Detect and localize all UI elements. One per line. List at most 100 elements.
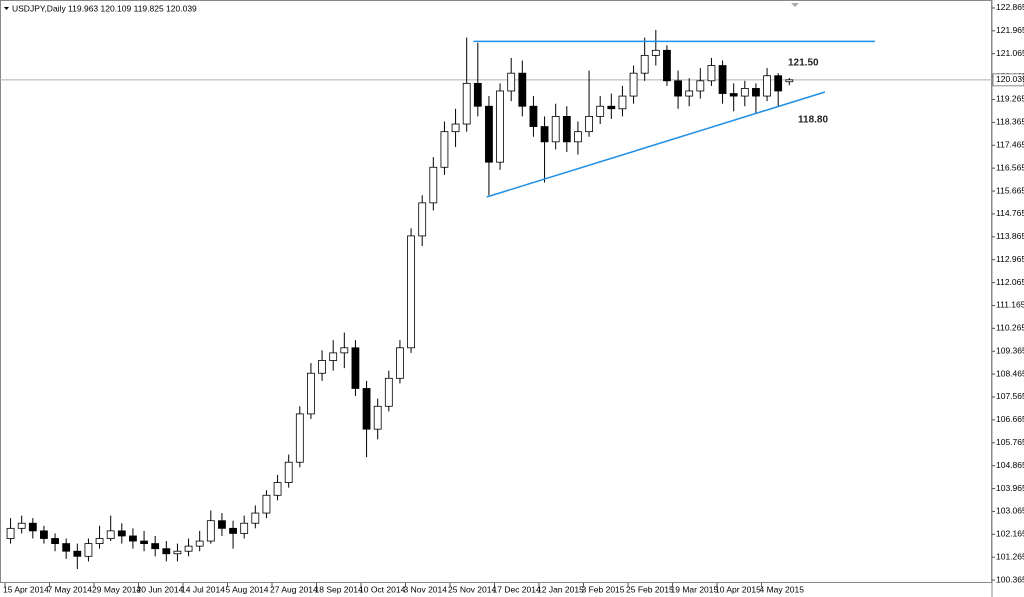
candle-body [396, 347, 404, 379]
y-tick-label: 121.965 [996, 25, 1024, 35]
candle-body [607, 105, 616, 110]
x-tick-label: 3 Feb 2015 [582, 584, 625, 594]
candle-body [507, 72, 516, 92]
candle-body [574, 131, 582, 143]
y-tick-label: 106.665 [996, 414, 1024, 424]
candle-body [6, 527, 15, 539]
y-tick-label: 116.565 [996, 162, 1024, 172]
candle-body [718, 65, 727, 94]
candle-body [184, 545, 193, 552]
candle-body [51, 538, 59, 544]
y-tick-label: 113.865 [996, 231, 1024, 241]
candle-body [585, 116, 593, 133]
candle-body [740, 88, 749, 97]
candle-body [640, 54, 649, 74]
y-tick-label: 105.765 [996, 437, 1024, 447]
y-tick-label: 114.765 [996, 208, 1024, 218]
y-tick-label: 112.065 [996, 277, 1024, 287]
candle-body [551, 116, 560, 143]
y-tick-label: 101.265 [996, 551, 1024, 561]
candle-body [462, 82, 471, 125]
x-tick-label: 25 Feb 2015 [626, 584, 674, 594]
candle-body [518, 72, 527, 107]
x-tick-label: 19 Mar 2015 [671, 584, 719, 594]
candle-body [329, 352, 338, 361]
candle-body [763, 75, 771, 97]
candle-body [774, 75, 783, 92]
y-tick-label: 115.665 [996, 185, 1024, 195]
candle-body [284, 461, 293, 483]
candle-body [84, 543, 93, 557]
y-tick-label: 117.465 [996, 140, 1024, 150]
candle-body [440, 131, 449, 168]
candle-body [295, 413, 304, 463]
candle-body [529, 105, 538, 127]
candle-body [340, 347, 349, 354]
candle-body [206, 520, 215, 542]
y-tick-label: 103.965 [996, 483, 1024, 493]
x-tick-label: 25 Nov 2014 [448, 584, 496, 594]
candle-body [28, 522, 37, 532]
candle-body [62, 543, 71, 552]
candle-body [407, 235, 415, 349]
x-tick-label: 7 May 2014 [48, 584, 93, 594]
x-tick-label: 15 Apr 2014 [3, 584, 49, 594]
candle-body [663, 49, 671, 82]
candle-body [229, 527, 237, 534]
y-tick-label: 111.165 [996, 300, 1024, 310]
candle-body [629, 72, 638, 97]
trendline [486, 91, 826, 198]
candle-body [707, 65, 716, 82]
candle-body [318, 360, 326, 374]
candle-body [729, 93, 738, 97]
candle-body [451, 123, 460, 133]
candle-body [496, 90, 504, 163]
y-tick-label: 103.065 [996, 506, 1024, 516]
y-tick-label: 102.165 [996, 529, 1024, 539]
y-tick-label: 100.365 [996, 574, 1024, 584]
y-tick-label: 121.065 [996, 48, 1024, 58]
title-arrow [4, 7, 9, 10]
x-tick-label: 4 May 2015 [760, 584, 805, 594]
candle-body [418, 202, 427, 237]
candle-body [129, 535, 137, 542]
candle-body [562, 116, 571, 143]
chart-shift-marker [791, 3, 799, 7]
x-tick-label: 20 Jun 2014 [137, 584, 184, 594]
candle-body [73, 550, 82, 557]
y-tick-label: 112.965 [996, 254, 1024, 264]
candle-body [540, 126, 549, 143]
x-tick-label: 5 Aug 2014 [226, 584, 269, 594]
y-tick-label: 119.265 [996, 94, 1024, 104]
candle-body [151, 543, 160, 550]
candle-body [485, 105, 493, 163]
x-tick-label: 3 Nov 2014 [404, 584, 448, 594]
candle-body [473, 82, 482, 107]
annotation: 121.50 [788, 58, 819, 69]
y-tick-label: 110.265 [996, 323, 1024, 333]
x-tick-label: 10 Oct 2014 [359, 584, 406, 594]
candle-body [696, 80, 705, 92]
chart-title: USDJPY,Daily 119.963 120.109 119.825 120… [12, 3, 197, 13]
x-tick-label: 12 Jan 2015 [537, 584, 584, 594]
candle-body [95, 538, 104, 544]
x-tick-label: 14 Jul 2014 [181, 584, 225, 594]
candle-body [618, 95, 627, 110]
candle-body [117, 530, 126, 537]
candle-body [307, 372, 315, 415]
y-tick-label: 122.865 [996, 2, 1024, 12]
candle-body [17, 522, 26, 529]
y-tick-label: 108.465 [996, 368, 1024, 378]
x-tick-label: 29 May 2014 [92, 584, 141, 594]
candle-body [752, 88, 760, 97]
price-label: 120.039 [996, 74, 1024, 84]
candle-body [362, 388, 371, 430]
candle-body [351, 347, 360, 389]
candle-body [596, 105, 605, 117]
y-tick-label: 109.365 [996, 345, 1024, 355]
y-tick-label: 107.565 [996, 391, 1024, 401]
candle-body [40, 530, 48, 539]
candle-body [240, 522, 249, 534]
